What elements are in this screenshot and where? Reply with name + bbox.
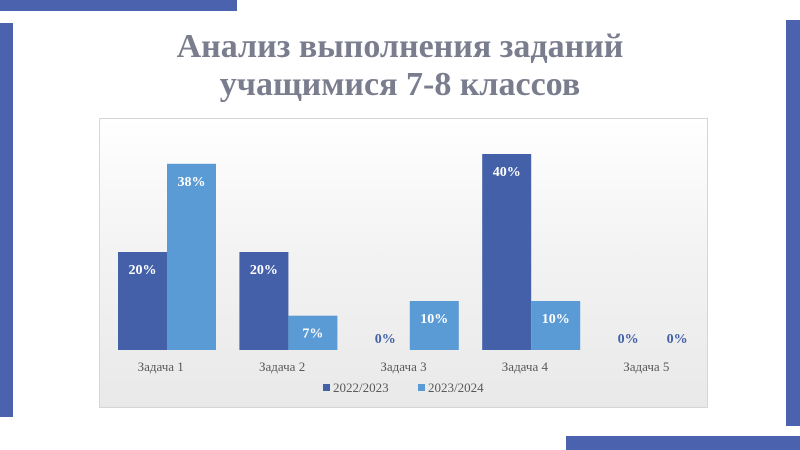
bar-2-1 [167,163,216,350]
data-label-1-2: 20% [250,263,278,278]
x-tick-label-3: Задача 3 [380,359,426,374]
x-tick-label-4: Задача 4 [502,359,549,374]
legend-label-1: 2022/2023 [333,380,389,395]
decor-bar-top-left [0,0,237,11]
bar-chart: 20% 38% Задача 1 20% 7% Задача 2 0% 10% Задача 3… [118,154,688,395]
data-label-1-4: 40% [493,165,521,180]
bar-2-3 [409,301,459,350]
slide-title-line-1: Анализ выполнения заданий [176,28,624,65]
bar-1-1 [118,252,167,350]
decor-bar-left [0,23,13,417]
legend-swatch-1 [323,384,330,391]
legend-label-2: 2023/2024 [428,380,484,395]
data-label-1-5: 0% [618,332,639,347]
data-label-2-4: 10% [542,312,570,327]
data-label-1-3: 0% [375,332,396,347]
data-label-2-2: 7% [302,327,323,342]
bar-1-4 [482,154,532,350]
bar-1-2 [239,252,289,350]
data-label-1-1: 20% [129,263,157,278]
slide-title: Анализ выполнения заданий учащимися 7-8 … [0,28,800,104]
x-tick-label-2: Задача 2 [259,359,305,374]
data-label-2-1: 38% [178,175,206,190]
bar-2-4 [531,301,581,350]
chart-area: 20% 38% Задача 1 20% 7% Задача 2 0% 10% Задача 3… [99,118,708,408]
data-label-2-3: 10% [420,312,448,327]
data-label-2-5: 0% [667,332,688,347]
decor-bar-right [786,20,800,426]
legend-swatch-2 [418,384,425,391]
slide-title-line-2: учащимися 7-8 классов [219,66,581,103]
x-tick-label-1: Задача 1 [138,359,184,374]
bar-2-2 [288,315,338,350]
decor-bar-bottom-right [566,436,800,450]
x-tick-label-5: Задача 5 [623,359,669,374]
